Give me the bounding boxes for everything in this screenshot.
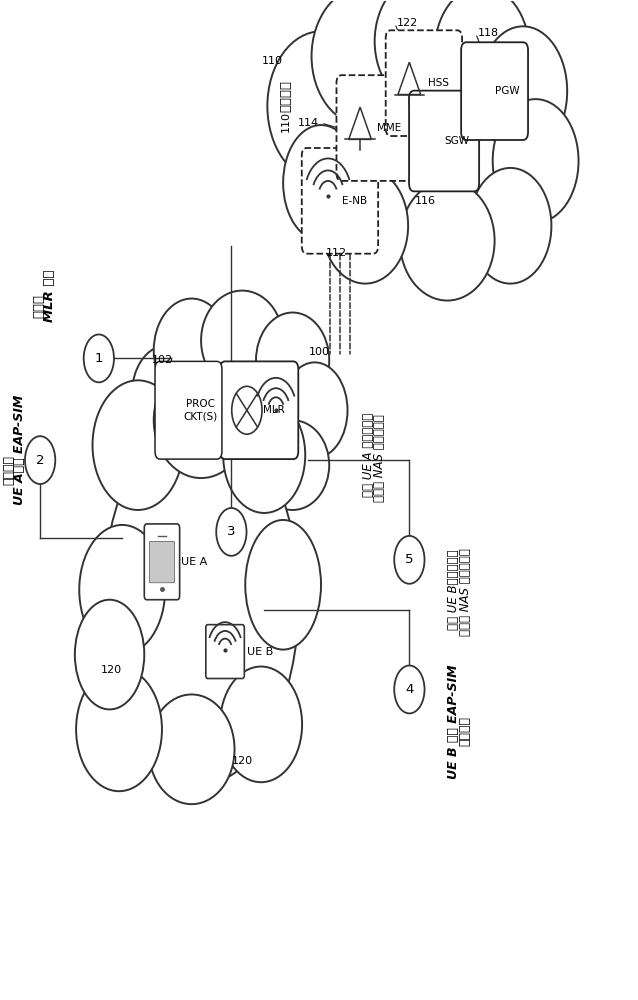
- FancyBboxPatch shape: [302, 148, 378, 254]
- FancyBboxPatch shape: [206, 625, 244, 679]
- Ellipse shape: [223, 397, 305, 513]
- Ellipse shape: [434, 0, 530, 116]
- Text: 用于 UE B的鉴定请求: 用于 UE B的鉴定请求: [447, 550, 460, 630]
- Ellipse shape: [282, 362, 348, 458]
- Text: MLR: MLR: [263, 405, 285, 415]
- Ellipse shape: [76, 668, 162, 791]
- Text: 120: 120: [101, 665, 122, 675]
- Ellipse shape: [154, 362, 248, 478]
- Ellipse shape: [375, 0, 482, 109]
- Text: 进行鉴定: 进行鉴定: [2, 455, 15, 485]
- Ellipse shape: [256, 420, 329, 510]
- Ellipse shape: [283, 21, 510, 251]
- Text: 移动网络: 移动网络: [280, 80, 293, 112]
- Text: UE A使用 EAP-SIM: UE A使用 EAP-SIM: [13, 395, 26, 505]
- Text: 122: 122: [397, 18, 418, 28]
- Ellipse shape: [322, 168, 408, 284]
- Circle shape: [394, 536, 424, 584]
- Text: 100: 100: [308, 347, 329, 357]
- Ellipse shape: [493, 99, 579, 223]
- Ellipse shape: [141, 407, 204, 497]
- Text: MME: MME: [377, 123, 401, 133]
- Text: 2: 2: [36, 454, 45, 467]
- Text: 102: 102: [151, 355, 172, 365]
- Text: 进行鉴定: 进行鉴定: [459, 716, 471, 746]
- Ellipse shape: [220, 667, 302, 782]
- Circle shape: [232, 386, 262, 434]
- Text: UE B: UE B: [247, 647, 274, 657]
- Ellipse shape: [478, 26, 567, 156]
- Text: SGW: SGW: [445, 136, 470, 146]
- Text: 112: 112: [325, 248, 346, 258]
- FancyBboxPatch shape: [386, 30, 462, 136]
- FancyBboxPatch shape: [155, 361, 222, 459]
- Text: 在容器 NAS 消息中携带: 在容器 NAS 消息中携带: [459, 548, 471, 636]
- FancyBboxPatch shape: [336, 75, 413, 181]
- Text: 4: 4: [405, 683, 413, 696]
- Text: 3: 3: [227, 525, 235, 538]
- Ellipse shape: [311, 0, 419, 126]
- Text: 116: 116: [415, 196, 435, 206]
- Ellipse shape: [131, 345, 201, 445]
- Text: 110: 110: [281, 111, 292, 132]
- Text: PGW: PGW: [495, 86, 519, 96]
- Text: UE B 使用 EAP-SIM: UE B 使用 EAP-SIM: [447, 664, 460, 779]
- Ellipse shape: [245, 520, 321, 650]
- Ellipse shape: [400, 181, 494, 301]
- Ellipse shape: [201, 291, 283, 390]
- FancyBboxPatch shape: [220, 361, 299, 459]
- FancyBboxPatch shape: [409, 91, 479, 191]
- Ellipse shape: [470, 168, 551, 284]
- Ellipse shape: [149, 694, 235, 804]
- Circle shape: [25, 436, 56, 484]
- FancyBboxPatch shape: [149, 541, 175, 583]
- Ellipse shape: [182, 430, 277, 520]
- Circle shape: [394, 666, 424, 713]
- FancyBboxPatch shape: [461, 42, 528, 140]
- Ellipse shape: [75, 600, 144, 709]
- Text: 114: 114: [298, 118, 319, 128]
- Ellipse shape: [154, 299, 230, 402]
- FancyBboxPatch shape: [144, 524, 180, 600]
- Text: UE A: UE A: [181, 557, 207, 567]
- Circle shape: [216, 508, 246, 556]
- Text: MLR 附连: MLR 附连: [43, 269, 56, 322]
- Ellipse shape: [283, 125, 359, 241]
- Ellipse shape: [256, 313, 329, 408]
- Text: 用于 UE A 的鉴定请求: 用于 UE A 的鉴定请求: [362, 413, 375, 497]
- Text: 110: 110: [262, 56, 283, 66]
- Text: E-NB: E-NB: [342, 196, 367, 206]
- Ellipse shape: [79, 525, 165, 655]
- Text: 和鉴定: 和鉴定: [33, 294, 45, 318]
- Ellipse shape: [267, 31, 375, 181]
- Ellipse shape: [147, 335, 311, 485]
- Ellipse shape: [103, 415, 299, 784]
- Text: 在容器 NAS 消息中携带: 在容器 NAS 消息中携带: [373, 414, 386, 502]
- Text: HSS: HSS: [428, 78, 449, 88]
- Text: 5: 5: [405, 553, 413, 566]
- Ellipse shape: [93, 380, 183, 510]
- Text: 118: 118: [478, 28, 499, 38]
- Text: 1: 1: [94, 352, 103, 365]
- Circle shape: [84, 334, 114, 382]
- Text: PROC
CKT(S): PROC CKT(S): [184, 399, 218, 421]
- Text: 120: 120: [232, 756, 253, 766]
